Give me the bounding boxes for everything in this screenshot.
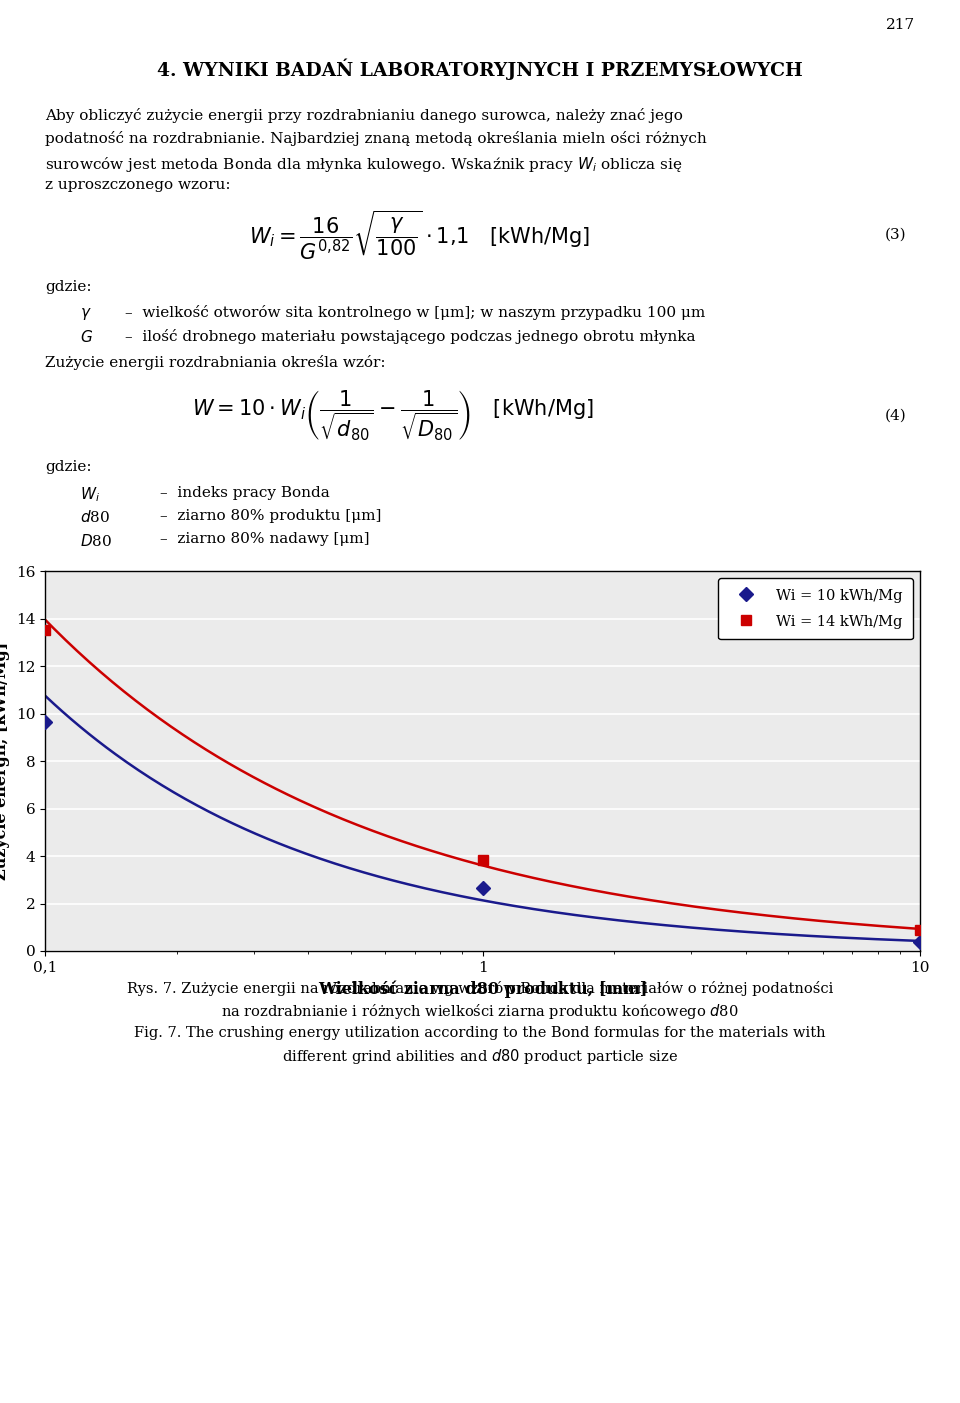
Text: $D$80: $D$80 <box>80 533 112 549</box>
Y-axis label: Zużycie energii, [kWh/Mg]: Zużycie energii, [kWh/Mg] <box>0 643 11 880</box>
Text: Fig. 7. The crushing energy utilization according to the Bond formulas for the m: Fig. 7. The crushing energy utilization … <box>134 1026 826 1040</box>
Legend: Wi = 10 kWh/Mg, Wi = 14 kWh/Mg: Wi = 10 kWh/Mg, Wi = 14 kWh/Mg <box>718 578 913 640</box>
X-axis label: Wielkość ziarna d80 produktu, [mm]: Wielkość ziarna d80 produktu, [mm] <box>318 981 647 998</box>
Line: Wi = 14 kWh/Mg: Wi = 14 kWh/Mg <box>40 626 924 934</box>
Text: $d$80: $d$80 <box>80 509 110 525</box>
Text: $W_i$: $W_i$ <box>80 485 100 504</box>
Text: 217: 217 <box>886 18 915 32</box>
Text: (3): (3) <box>885 229 906 241</box>
Text: $W = 10 \cdot W_i\left(\dfrac{1}{\sqrt{d_{80}}} - \dfrac{1}{\sqrt{D_{80}}}\right: $W = 10 \cdot W_i\left(\dfrac{1}{\sqrt{d… <box>192 389 594 443</box>
Text: –  ziarno 80% produktu [μm]: – ziarno 80% produktu [μm] <box>160 509 381 523</box>
Text: podatność na rozdrabnianie. Najbardziej znaną metodą określania mieln ości różny: podatność na rozdrabnianie. Najbardziej … <box>45 132 707 146</box>
Wi = 14 kWh/Mg <box>914 922 925 939</box>
Text: surowców jest metoda Bonda dla młynka kulowego. Wskaźnik pracy $W_i$ oblicza się: surowców jest metoda Bonda dla młynka ku… <box>45 154 683 174</box>
Text: gdzie:: gdzie: <box>45 281 91 295</box>
Text: z uproszczonego wzoru:: z uproszczonego wzoru: <box>45 178 230 192</box>
Text: –  ziarno 80% nadawy [μm]: – ziarno 80% nadawy [μm] <box>160 533 370 547</box>
Text: –  wielkość otworów sita kontrolnego w [μm]; w naszym przypadku 100 μm: – wielkość otworów sita kontrolnego w [μ… <box>125 306 706 320</box>
Text: na rozdrabnianie i różnych wielkości ziarna produktu końcowego $d$80: na rozdrabnianie i różnych wielkości zia… <box>221 1002 739 1021</box>
Text: Rys. 7. Zużycie energii na rozdrabnianie wg wzorów Bonda dla materiałów o różnej: Rys. 7. Zużycie energii na rozdrabnianie… <box>127 981 833 996</box>
Wi = 10 kWh/Mg <box>39 713 51 730</box>
Text: (4): (4) <box>884 408 906 422</box>
Text: $W_i = \dfrac{16}{G^{0{,}82}}\sqrt{\dfrac{\gamma}{100}}\cdot 1{,}1 \quad \left[\: $W_i = \dfrac{16}{G^{0{,}82}}\sqrt{\dfra… <box>249 208 589 262</box>
Text: Aby obliczyć zużycie energii przy rozdrabnianiu danego surowca, należy znać jego: Aby obliczyć zużycie energii przy rozdra… <box>45 108 683 123</box>
Text: 4. WYNIKI BADAŃ LABORATORYJNYCH I PRZEMYSŁOWYCH: 4. WYNIKI BADAŃ LABORATORYJNYCH I PRZEMY… <box>157 58 803 80</box>
Wi = 10 kWh/Mg <box>477 880 489 897</box>
Text: different grind abilities and $d80$ product particle size: different grind abilities and $d80$ prod… <box>282 1047 678 1066</box>
Text: Zużycie energii rozdrabniania określa wzór:: Zużycie energii rozdrabniania określa wz… <box>45 355 386 369</box>
Line: Wi = 10 kWh/Mg: Wi = 10 kWh/Mg <box>40 717 924 947</box>
Wi = 14 kWh/Mg <box>477 852 489 868</box>
Text: –  ilość drobnego materiału powstającego podczas jednego obrotu młynka: – ilość drobnego materiału powstającego … <box>125 328 695 344</box>
Text: gdzie:: gdzie: <box>45 460 91 474</box>
Wi = 10 kWh/Mg <box>914 933 925 950</box>
Text: $\gamma$: $\gamma$ <box>80 306 92 321</box>
Text: $G$: $G$ <box>80 328 93 345</box>
Text: –  indeks pracy Bonda: – indeks pracy Bonda <box>160 485 329 499</box>
Wi = 14 kWh/Mg <box>39 622 51 638</box>
